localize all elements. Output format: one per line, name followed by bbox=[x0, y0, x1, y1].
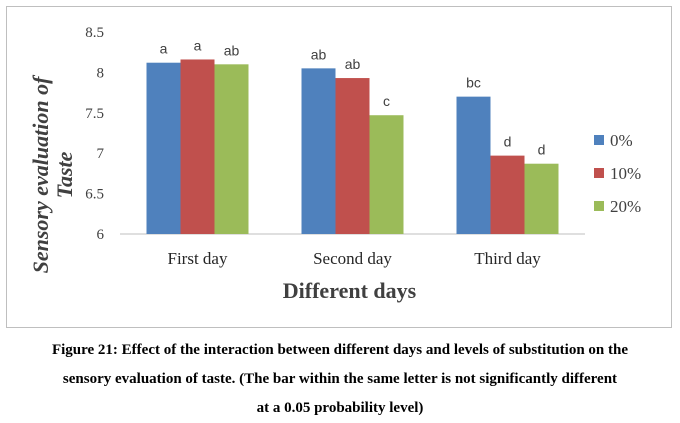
x-category-label: Second day bbox=[313, 249, 392, 268]
bar bbox=[490, 155, 525, 234]
legend-label: 0% bbox=[610, 131, 633, 150]
y-axis-title-line: Taste bbox=[52, 151, 77, 198]
caption-line-3: at a 0.05 probability level) bbox=[256, 400, 424, 416]
figure-caption: Figure 21: Effect of the interaction bet… bbox=[8, 336, 672, 423]
y-tick-label: 6 bbox=[97, 227, 105, 243]
bar-chart: 6 6.5 7 7.5 8 8.5 First day a a ab Second day ab ab c… bbox=[28, 25, 641, 303]
bar bbox=[146, 62, 181, 235]
y-tick-label: 7.5 bbox=[85, 106, 104, 122]
bar-data-label: d bbox=[538, 142, 546, 158]
bar bbox=[456, 96, 491, 234]
bar-data-label: ab bbox=[224, 42, 240, 58]
caption-line-2: sensory evaluation of taste. (The bar wi… bbox=[62, 371, 618, 387]
legend-label: 20% bbox=[610, 197, 641, 216]
legend-label: 10% bbox=[610, 164, 641, 183]
bar-data-label: d bbox=[504, 134, 512, 150]
y-tick-label: 6.5 bbox=[85, 187, 104, 203]
bar-data-label: c bbox=[383, 93, 390, 109]
bar-data-label: ab bbox=[311, 46, 327, 62]
x-category-label: Third day bbox=[474, 249, 541, 268]
caption-line-1: Figure 21: Effect of the interaction bet… bbox=[51, 342, 629, 358]
bar-data-label: a bbox=[194, 37, 202, 53]
bar-data-label: ab bbox=[345, 56, 361, 72]
y-tick-label: 8 bbox=[97, 65, 105, 81]
bar-data-label: a bbox=[160, 41, 168, 57]
legend-swatch bbox=[594, 135, 604, 145]
y-tick-label: 8.5 bbox=[85, 25, 104, 41]
x-category-label: First day bbox=[168, 249, 228, 268]
legend-swatch bbox=[594, 201, 604, 211]
bar bbox=[369, 115, 404, 234]
bar bbox=[335, 78, 370, 234]
bar-data-label: bc bbox=[466, 75, 481, 91]
bar bbox=[524, 163, 559, 234]
legend-swatch bbox=[594, 168, 604, 178]
y-tick-label: 7 bbox=[97, 146, 105, 162]
bar bbox=[301, 68, 336, 234]
bar bbox=[214, 64, 249, 234]
y-axis-title: Sensory evaluation ofTaste bbox=[28, 74, 77, 273]
y-axis-title-line: Sensory evaluation of bbox=[28, 74, 53, 273]
x-axis-title: Different days bbox=[283, 278, 417, 303]
bar bbox=[180, 59, 215, 234]
